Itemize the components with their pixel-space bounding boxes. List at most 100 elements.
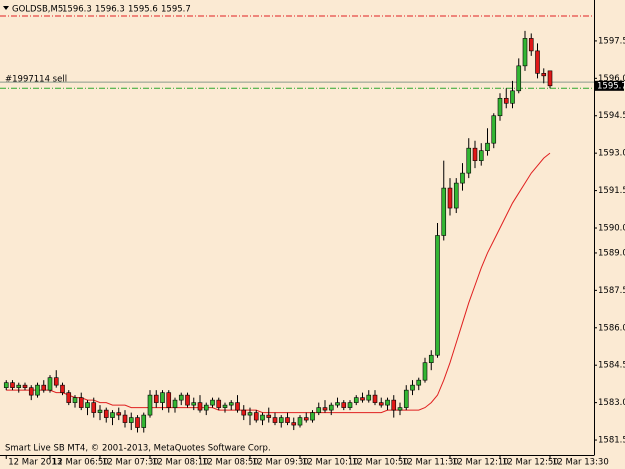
header-price: 1595.6 (128, 5, 158, 15)
candle-body (172, 399, 178, 408)
candle-body (341, 402, 347, 408)
candle-body (47, 377, 53, 391)
candle-body (166, 392, 172, 408)
x-tick-label: 12 Mar 07:30 (102, 458, 159, 468)
x-tick-label: 12 Mar 06:50 (52, 458, 109, 468)
candle-body (147, 394, 153, 416)
moving-average (6, 152, 551, 414)
candle-body (53, 377, 59, 386)
candle-body (222, 404, 228, 408)
candle-body (416, 379, 422, 386)
x-tick-label: 12 Mar 2013 (8, 458, 62, 468)
y-tick-label: 1593.0 (598, 149, 625, 159)
x-tick-label: 12 Mar 12:50 (502, 458, 559, 468)
candle-body (485, 142, 490, 151)
candle-body (116, 412, 122, 416)
candle-body (347, 402, 353, 408)
candle-body (35, 384, 40, 396)
candle-body (10, 382, 15, 388)
candle-body (41, 384, 47, 391)
x-tick-label: 12 Mar 10:50 (352, 458, 409, 468)
candle-body (278, 417, 284, 423)
candle-body (228, 402, 234, 406)
x-tick-label: 12 Mar 08:10 (152, 458, 209, 468)
candle-body (322, 407, 328, 411)
candle-body (528, 38, 534, 52)
candle-body (203, 404, 209, 411)
candle-body (316, 407, 322, 413)
candle-body (260, 414, 265, 421)
bid-label: 1595.7 (597, 81, 625, 91)
candle-body (135, 417, 140, 428)
candle-body (141, 414, 147, 428)
candle-body (422, 362, 428, 381)
candle-body (247, 412, 253, 416)
candle-body (216, 399, 222, 408)
candle-body (91, 402, 97, 413)
candle-body (328, 404, 334, 411)
candle-body (16, 384, 22, 388)
candle-body (535, 50, 540, 74)
candle-body (478, 150, 484, 161)
candle-body (28, 387, 34, 396)
candle-body (547, 70, 553, 87)
candle-body (78, 397, 84, 408)
footer: Smart Live SB MT4, © 2001-2013, MetaQuot… (5, 444, 271, 454)
candle-body (360, 397, 365, 401)
candle-body (435, 235, 440, 356)
candle-body (285, 417, 290, 423)
candle-body (266, 414, 272, 418)
candle-body (510, 90, 515, 104)
candle-body (72, 397, 78, 403)
candle-body (22, 384, 28, 388)
candle-body (66, 392, 72, 403)
x-tick-label: 12 Mar 13:30 (552, 458, 609, 468)
candle-body (372, 394, 378, 403)
y-tick-label: 1584.5 (598, 361, 625, 371)
candle-body (210, 399, 215, 406)
candle-body (403, 389, 409, 408)
y-tick-label: 1587.5 (598, 286, 625, 296)
candle-body (235, 402, 240, 411)
candle-body (310, 412, 315, 421)
candle-body (491, 115, 497, 144)
candle-body (303, 417, 309, 421)
candle-body (272, 417, 278, 423)
x-tick-label: 12 Mar 08:50 (202, 458, 259, 468)
candle-body (541, 73, 547, 77)
header-price: 1595.7 (161, 5, 191, 15)
x-tick-label: 12 Mar 10:10 (302, 458, 359, 468)
candle-body (466, 147, 472, 174)
candle-body (178, 394, 184, 401)
candle-body (297, 417, 303, 426)
candle-body (397, 407, 403, 411)
y-tick-label: 1583.0 (598, 398, 625, 408)
candle-body (128, 417, 134, 423)
menu-arrow[interactable] (3, 6, 9, 10)
x-tick-label: 12 Mar 11:30 (402, 458, 459, 468)
candle-body (378, 402, 384, 406)
candle-body (366, 394, 372, 401)
candle-body (160, 392, 165, 403)
candle-body (441, 187, 447, 236)
candle-body (472, 147, 478, 161)
candle-body (185, 394, 190, 406)
candle-body (385, 399, 390, 406)
symbol: GOLDSB,M5 (12, 5, 63, 15)
y-tick-label: 1591.5 (598, 186, 625, 196)
candle-body (410, 384, 415, 391)
x-tick-label: 12 Mar 09:30 (252, 458, 309, 468)
candle-body (428, 354, 434, 364)
candle-body (497, 97, 503, 117)
candle-body (460, 172, 465, 184)
candle-body (335, 402, 340, 406)
y-tick-label: 1586.0 (598, 323, 625, 333)
candle-body (503, 97, 509, 104)
candle-body (391, 399, 397, 411)
candle-body (447, 187, 453, 209)
candle-body (353, 397, 359, 403)
y-tick-label: 1594.5 (598, 111, 625, 121)
candle-body (3, 382, 9, 388)
candle-body (103, 409, 109, 418)
